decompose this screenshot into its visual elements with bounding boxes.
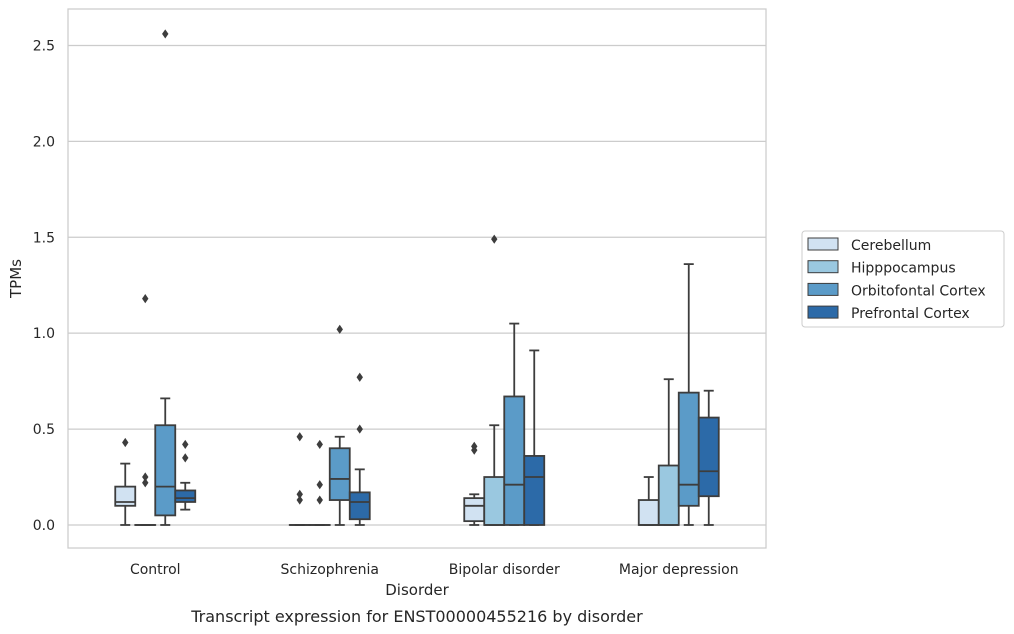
outlier-point	[142, 294, 149, 304]
x-tick-label: Schizophrenia	[281, 562, 379, 578]
outlier-point	[122, 437, 129, 448]
box-body	[463, 497, 486, 523]
x-tick-labels: Control Schizophrenia Bipolar disorder Majo…	[130, 562, 739, 578]
legend-swatch	[807, 282, 839, 296]
outlier-point	[316, 480, 323, 490]
box-body	[114, 485, 137, 507]
outlier-point	[491, 234, 498, 244]
chart-caption: Transcript expression for ENST0000045521…	[190, 607, 643, 626]
outlier-point	[162, 29, 169, 39]
legend-swatch	[807, 305, 839, 319]
legend-label: Hipppocampus	[851, 261, 956, 277]
y-tick-label: 2.5	[33, 38, 55, 54]
y-tick-labels: 0.0 0.5 1.0 1.5 2.0 2.5	[33, 38, 55, 534]
box-prefrontal-cortex-1	[348, 372, 371, 526]
box-prefrontal-cortex-2	[523, 349, 546, 526]
box-body	[637, 499, 660, 526]
box-body	[154, 424, 177, 517]
box-cerebellum-1	[288, 432, 311, 526]
outlier-point	[296, 489, 303, 499]
box-prefrontal-cortex-0	[174, 439, 197, 511]
outlier-point	[471, 445, 478, 455]
outlier-point	[296, 432, 303, 442]
outlier-point	[316, 495, 323, 505]
legend-label: Cerebellum	[851, 238, 931, 254]
box-body	[348, 491, 371, 521]
y-tick-label: 0.0	[33, 518, 55, 534]
boxes	[114, 29, 720, 526]
y-tick-label: 2.0	[33, 134, 55, 150]
y-axis-label: TPMs	[7, 259, 25, 299]
outlier-point	[142, 478, 149, 488]
y-tick-label: 1.5	[33, 230, 55, 246]
legend-label: Prefrontal Cortex	[851, 306, 970, 322]
legend-swatch	[807, 260, 839, 274]
outlier-point	[356, 372, 363, 382]
outlier-point	[316, 439, 323, 450]
box-body	[483, 476, 506, 526]
box-body	[174, 489, 197, 503]
box-cerebellum-2	[463, 441, 486, 526]
legend-swatch	[807, 237, 839, 251]
box-prefrontal-cortex-3	[697, 389, 720, 526]
x-tick-label: Bipolar disorder	[449, 562, 560, 578]
box-hipppocampus-2	[483, 234, 506, 526]
box-body	[677, 391, 700, 507]
outlier-point	[182, 439, 189, 450]
box-body	[697, 416, 720, 498]
outlier-point	[142, 472, 149, 482]
outlier-point	[296, 495, 303, 505]
y-tick-label: 0.5	[33, 422, 55, 438]
y-tick-label: 1.0	[33, 326, 55, 342]
outlier-point	[356, 424, 363, 434]
box-orbitofontal-cortex-2	[503, 322, 526, 526]
box-body	[328, 447, 351, 501]
x-tick-label: Major depression	[619, 562, 739, 578]
box-hipppocampus-0	[134, 294, 157, 526]
box-body	[523, 455, 546, 526]
box-body	[503, 395, 526, 526]
legend-frame	[801, 230, 1005, 328]
box-orbitofontal-cortex-0	[154, 29, 177, 526]
x-tick-label: Control	[130, 562, 181, 578]
box-orbitofontal-cortex-1	[328, 324, 351, 526]
outlier-point	[336, 324, 343, 334]
legend-label: Orbitofontal Cortex	[851, 283, 986, 299]
outlier-point	[182, 453, 189, 463]
box-body	[657, 464, 680, 526]
box-hipppocampus-3	[657, 378, 680, 526]
box-hipppocampus-1	[308, 439, 331, 526]
box-cerebellum-0	[114, 437, 137, 526]
legend: Cerebellum Hipppocampus Orbitofontal Corte…	[801, 230, 1005, 328]
box-cerebellum-3	[637, 476, 660, 526]
box-orbitofontal-cortex-3	[677, 263, 700, 526]
plot-area-frame	[67, 8, 767, 549]
x-axis-label: Disorder	[385, 581, 449, 599]
